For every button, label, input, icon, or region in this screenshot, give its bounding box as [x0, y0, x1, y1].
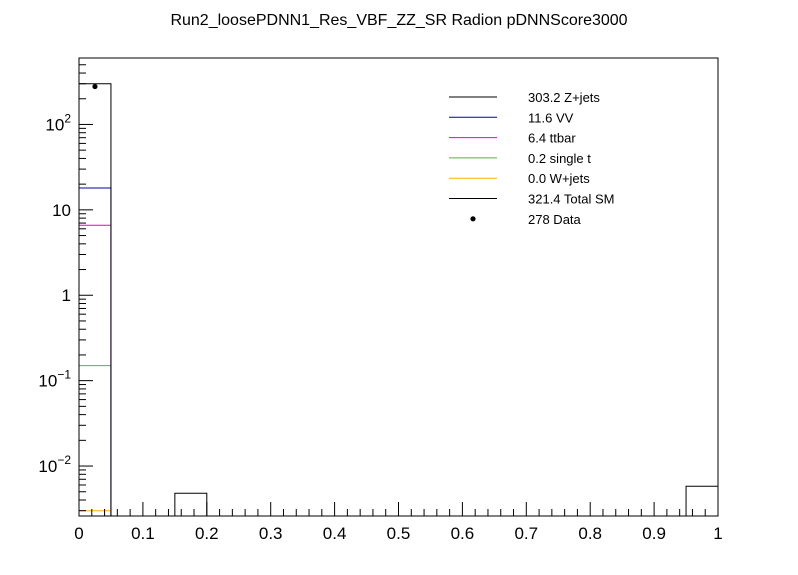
y-tick-exponent: 2: [64, 111, 71, 125]
x-tick-label: 0.5: [387, 524, 411, 543]
y-tick-base: 1: [62, 286, 71, 305]
y-tick-label: 10−2: [38, 453, 71, 476]
legend-label: 278 Data: [528, 212, 582, 227]
legend-label: 11.6 VV: [528, 110, 574, 125]
x-tick-label: 0.2: [195, 524, 219, 543]
legend-label: 0.0 W+jets: [528, 171, 590, 186]
axes: 0 0.1 0.2 0.3 0.4 0.5 0.6 0.7 0.8 0.9 110210110−11…: [38, 57, 723, 543]
x-tick-label: 0.9: [642, 524, 666, 543]
x-tick-label: 0.3: [259, 524, 283, 543]
x-tick-label: 0: [74, 524, 83, 543]
y-tick-label: 102: [45, 111, 71, 134]
legend: 303.2 Z+jets 11.6 VV 6.4 ttbar 0.2 singl…: [449, 90, 614, 227]
data-point-0: [92, 83, 98, 90]
legend-label: 6.4 ttbar: [528, 131, 576, 146]
x-tick-label: 0.7: [514, 524, 538, 543]
y-tick-base: 10: [52, 201, 71, 220]
y-tick-base: 10: [38, 372, 57, 391]
y-tick-base: 10: [45, 115, 64, 134]
y-tick-exponent: −2: [57, 453, 71, 467]
x-tick-label: 0.8: [578, 524, 602, 543]
chart-title: Run2_loosePDNN1_Res_VBF_ZZ_SR Radion pDN…: [170, 12, 627, 29]
legend-label: 303.2 Z+jets: [528, 90, 600, 105]
legend-label: 0.2 single t: [528, 151, 591, 166]
x-tick-label: 1: [713, 524, 722, 543]
y-tick-label: 10−1: [38, 368, 71, 391]
y-tick-label: 10: [52, 201, 71, 220]
y-tick-exponent: −1: [57, 368, 71, 382]
y-tick-base: 10: [38, 457, 57, 476]
legend-marker-data: [470, 216, 476, 222]
x-tick-label: 0.4: [323, 524, 347, 543]
y-tick-label: 1: [62, 286, 71, 305]
x-tick-label: 0.1: [131, 524, 155, 543]
x-tick-label: 0.6: [451, 524, 475, 543]
legend-label: 321.4 Total SM: [528, 192, 614, 207]
